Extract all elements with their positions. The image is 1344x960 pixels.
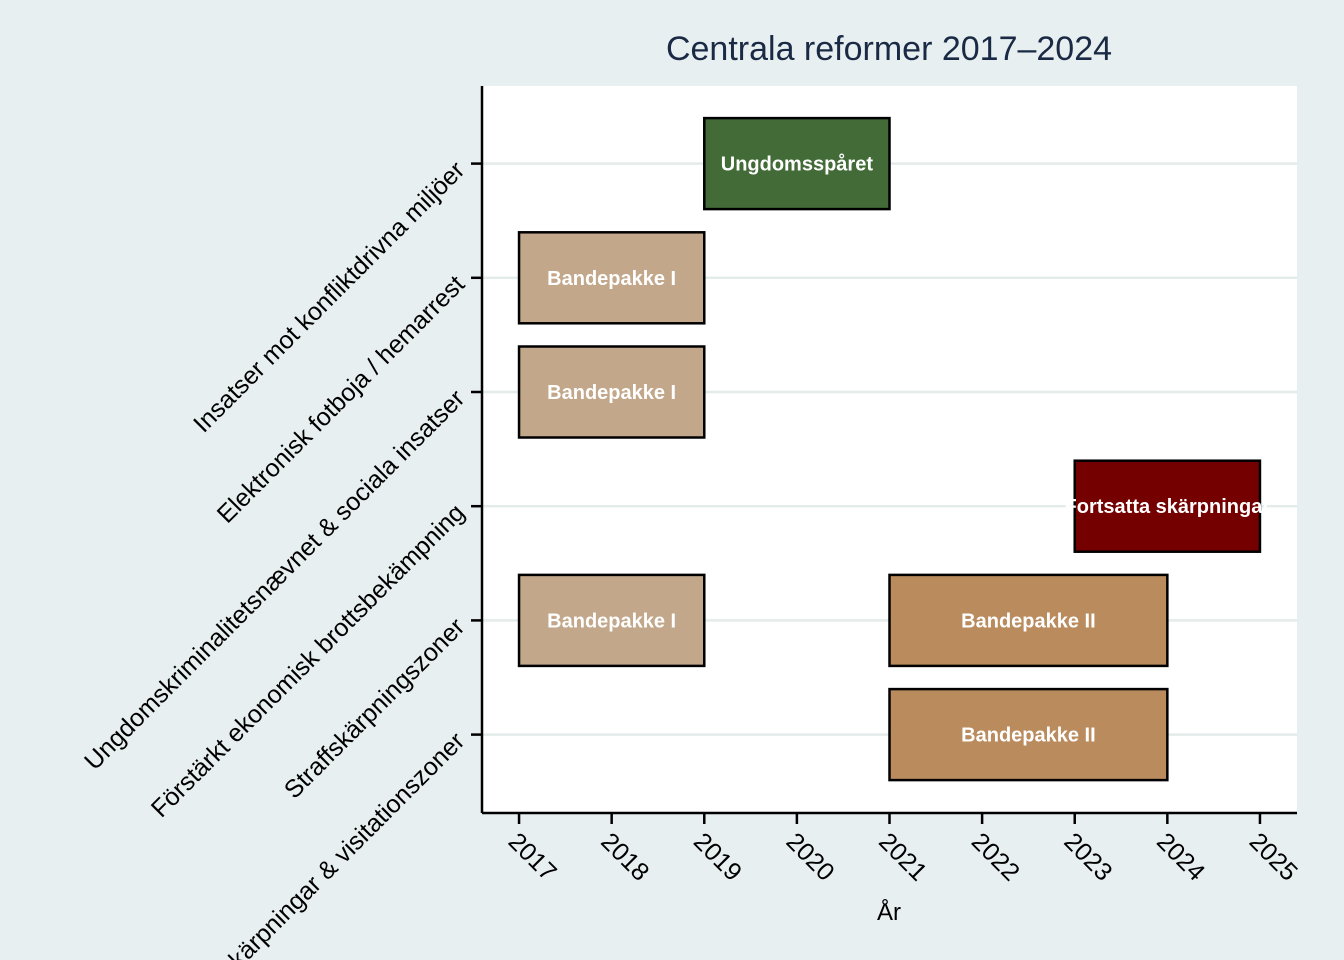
x-tick-label: 2019 [688, 827, 747, 886]
x-tick-label: 2022 [966, 827, 1025, 886]
x-tick-label: 2021 [873, 827, 932, 886]
timeline-bar [1073, 459, 1262, 553]
bar-label: Bandepakke II [961, 610, 1096, 632]
x-tick-label: 2020 [781, 827, 840, 886]
bar-label: Ungdomsspåret [721, 153, 874, 176]
bar-label: Bandepakke I [547, 382, 676, 404]
x-axis-label: År [877, 898, 901, 926]
bars [517, 116, 1262, 782]
x-tick-label: 2024 [1151, 827, 1210, 886]
bar-label: Bandepakke I [547, 268, 676, 290]
x-tick-label: 2018 [595, 827, 654, 886]
y-tick-label: Skärpningar & visitationszoner [212, 727, 471, 960]
x-tick-label: 2023 [1058, 827, 1117, 886]
x-tick-label: 2025 [1244, 827, 1303, 886]
timeline-bar [517, 231, 706, 325]
axes [471, 86, 1297, 824]
timeline-bar [888, 687, 1169, 782]
timeline-bar [517, 345, 706, 439]
timeline-bar [517, 573, 706, 668]
bar-label: Bandepakke II [961, 725, 1096, 747]
timeline-bar [888, 573, 1169, 668]
x-tick-label: 2017 [503, 827, 562, 886]
y-tick-label: Ungdomskriminalitetsnævnet & sociala ins… [79, 384, 470, 775]
timeline-bar [703, 116, 891, 211]
bar-label: Bandepakke I [547, 610, 676, 632]
chart-title: Centrala reformer 2017–2024 [666, 30, 1112, 68]
y-tick-label: Elektronisk fotboja / hemarrest [212, 270, 471, 529]
bar-label: Fortsatta skärpningar [1065, 496, 1271, 518]
